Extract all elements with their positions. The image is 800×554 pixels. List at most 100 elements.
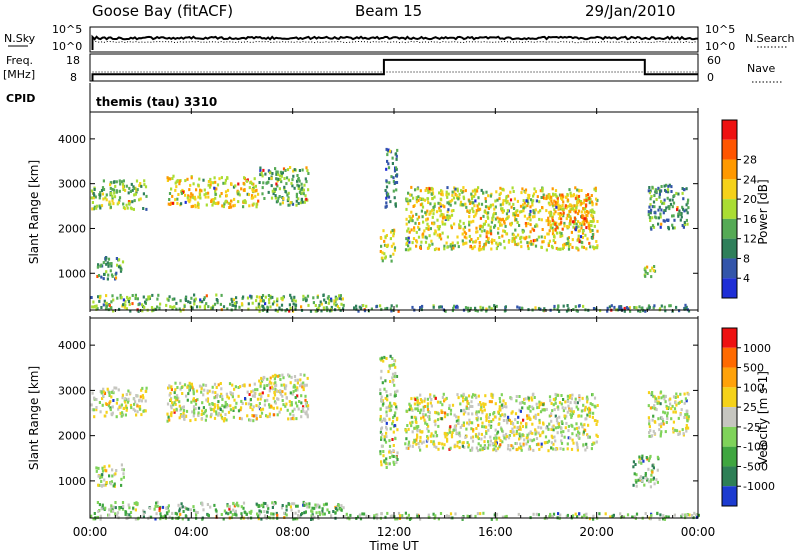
heatmap-cell <box>251 194 254 198</box>
heatmap-cell <box>652 306 655 310</box>
heatmap-cell <box>458 223 461 227</box>
heatmap-cell <box>410 397 413 401</box>
heatmap-cell <box>137 309 140 313</box>
heatmap-cell <box>101 469 105 473</box>
heatmap-cell <box>214 508 217 512</box>
heatmap-cell <box>577 209 581 213</box>
heatmap-cell <box>175 407 178 411</box>
heatmap-cell <box>239 385 242 389</box>
heatmap-cell <box>585 226 588 230</box>
heatmap-cell <box>219 382 222 385</box>
heatmap-cell <box>635 480 638 484</box>
heatmap-cell <box>105 256 108 260</box>
heatmap-cell <box>532 448 535 452</box>
heatmap-cell <box>242 205 245 209</box>
heatmap-cell <box>655 478 658 482</box>
heatmap-cell <box>635 484 638 488</box>
heatmap-cell <box>289 201 292 204</box>
heatmap-cell <box>476 512 479 516</box>
heatmap-cell <box>660 430 663 434</box>
heatmap-cell <box>202 406 205 410</box>
heatmap-cell <box>277 196 280 200</box>
heatmap-cell <box>446 245 449 249</box>
heatmap-cell <box>680 399 683 403</box>
heatmap-cell <box>266 181 269 185</box>
heatmap-cell <box>514 242 517 246</box>
heatmap-cell <box>598 512 601 516</box>
heatmap-cell <box>408 402 411 406</box>
heatmap-cell <box>673 226 676 230</box>
heatmap-cell <box>664 395 667 398</box>
heatmap-cell <box>432 208 435 212</box>
heatmap-cell <box>94 195 97 199</box>
heatmap-cell <box>564 204 567 208</box>
heatmap-cell <box>487 236 490 240</box>
heatmap-cell <box>194 203 197 207</box>
heatmap-cell <box>383 243 387 247</box>
heatmap-cell <box>520 306 523 310</box>
heatmap-cell <box>543 236 546 240</box>
heatmap-cell <box>380 463 383 467</box>
heatmap-cell <box>444 216 447 220</box>
heatmap-cell <box>660 208 663 212</box>
heatmap-cell <box>135 394 139 398</box>
heatmap-cell <box>652 414 655 418</box>
heatmap-cell <box>380 460 383 464</box>
heatmap-cell <box>175 307 178 311</box>
heatmap-cell <box>659 215 662 219</box>
heatmap-cell <box>496 198 499 202</box>
heatmap-cell <box>272 406 275 410</box>
heatmap-cell <box>654 215 657 219</box>
heatmap-cell <box>380 436 383 440</box>
heatmap-cell <box>649 406 652 410</box>
heatmap-cell <box>468 211 471 214</box>
heatmap-cell <box>453 413 456 417</box>
heatmap-cell <box>230 199 233 203</box>
heatmap-cell <box>492 418 495 422</box>
heatmap-cell <box>279 407 282 411</box>
heatmap-cell <box>140 413 143 417</box>
heatmap-cell <box>684 513 687 517</box>
heatmap-cell <box>287 197 290 201</box>
heatmap-cell <box>524 397 527 401</box>
heatmap-cell <box>124 510 127 514</box>
heatmap-cell <box>103 299 106 303</box>
heatmap-cell <box>238 193 241 197</box>
heatmap-cell <box>417 195 420 199</box>
heatmap-cell <box>129 206 132 210</box>
heatmap-cell <box>660 200 663 204</box>
heatmap-cell <box>102 303 105 307</box>
heatmap-cell <box>288 303 291 307</box>
heatmap-cell <box>215 386 218 389</box>
heatmap-cell <box>389 200 392 204</box>
heatmap-cell <box>119 411 122 415</box>
heatmap-cell <box>248 383 251 387</box>
heatmap-cell <box>564 406 567 410</box>
heatmap-cell <box>640 461 643 465</box>
heatmap-cell <box>395 407 398 411</box>
heatmap-cell <box>419 197 422 200</box>
heatmap-cell <box>687 415 690 419</box>
heatmap-cell <box>677 212 680 216</box>
heatmap-cell <box>447 192 450 196</box>
heatmap-cell <box>538 421 541 425</box>
heatmap-cell <box>259 408 263 412</box>
heatmap-cell <box>493 415 496 419</box>
xtick-label: 12:00 <box>377 525 412 539</box>
heatmap-cell <box>119 266 122 270</box>
heatmap-cell <box>462 186 465 190</box>
heatmap-cell <box>144 300 147 304</box>
heatmap-cell <box>428 234 431 238</box>
heatmap-cell <box>118 405 121 409</box>
heatmap-cell <box>640 479 643 483</box>
heatmap-cell <box>484 446 487 450</box>
heatmap-cell <box>580 202 583 205</box>
heatmap-cell <box>361 512 364 516</box>
heatmap-cell <box>456 305 459 309</box>
heatmap-cell <box>579 235 583 239</box>
heatmap-cell <box>295 417 298 421</box>
heatmap-cell <box>543 307 546 311</box>
heatmap-cell <box>592 517 595 521</box>
heatmap-cell <box>142 512 145 516</box>
